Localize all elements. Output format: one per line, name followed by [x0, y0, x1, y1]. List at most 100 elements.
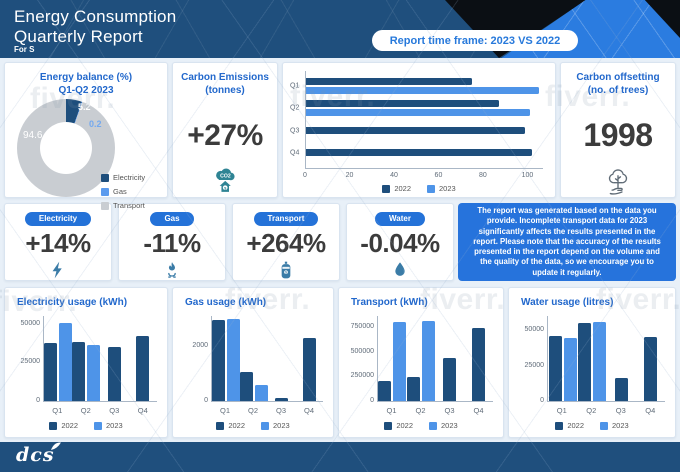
bar-group: [407, 316, 436, 401]
bar: [306, 100, 499, 108]
bar: [548, 335, 562, 401]
card-title-line2: (no. of trees): [587, 85, 649, 96]
report-subtitle: For S: [14, 45, 35, 54]
bar: [306, 87, 539, 95]
legend-swatch: [429, 421, 437, 430]
bar: [136, 336, 150, 401]
axis-tick: 0: [303, 172, 307, 179]
legend-label: 2022: [396, 421, 413, 430]
kpi-value: +14%: [25, 228, 91, 258]
legend-item: Electricity: [101, 173, 145, 182]
tree-hand-icon: [561, 166, 675, 198]
bar: [44, 343, 58, 401]
svg-text:$: $: [285, 271, 287, 275]
category-label: Q2: [290, 104, 300, 112]
lightning-icon: [48, 260, 68, 280]
donut-chart: [17, 99, 115, 197]
legend-item: 2023: [427, 184, 456, 193]
category-label: Q3: [275, 406, 286, 415]
electricity-usage-card: Electricity usage (kWh) 0 25000 50000 Q1 Q2…: [4, 287, 168, 438]
card-title: Energy balance (%) Q1-Q2 2023: [5, 63, 167, 97]
legend-item: 2023: [261, 421, 290, 430]
bars: [44, 316, 157, 401]
category-label: Q4: [645, 406, 656, 415]
axis-tick: 0: [204, 397, 208, 404]
transport-usage-card: Transport (kWh) 0 250000 500000 750000 Q1 Q2…: [338, 287, 504, 438]
bar-group: [268, 316, 296, 401]
flame-icon: [162, 260, 182, 280]
plot-area: 0 25000 50000: [525, 316, 665, 404]
axis-tick: 50000: [20, 319, 40, 327]
axis-tick: 80: [479, 172, 487, 179]
water-usage-card: Water usage (litres) 0 25000 50000 Q1 Q2 Q3 Q…: [508, 287, 676, 438]
legend-item: 2022: [49, 421, 78, 430]
energy-balance-card: Energy balance (%) Q1-Q2 2023 5.2 0.2 94…: [4, 62, 168, 210]
bar-group: [240, 316, 268, 401]
card-title-line2: Q1-Q2 2023: [58, 85, 114, 96]
bar: [302, 337, 316, 401]
page-title: Energy Consumption Quarterly Report: [14, 7, 176, 47]
legend-label: 2023: [273, 421, 290, 430]
chart-title: Electricity usage (kWh): [17, 297, 128, 308]
gas-usage-card: Gas usage (kWh) 0 2000 Q1 Q2 Q3 Q4 2022 2023: [172, 287, 334, 438]
legend-swatch: [101, 187, 109, 196]
bar: [227, 319, 240, 401]
kpi-value: -0.04%: [360, 228, 440, 258]
legend-label: Gas: [113, 187, 127, 196]
category-label: Q2: [586, 406, 597, 415]
axis-tick: 25000: [524, 361, 544, 369]
bar: [306, 127, 526, 135]
x-axis: 0 20 40 60 80 100: [303, 172, 543, 182]
legend-label: 2023: [106, 421, 123, 430]
co2-cloud-icon: CO2 $: [173, 167, 277, 197]
kpi-card-electricity: Electricity +14%: [4, 203, 112, 281]
x-axis-labels: Q1 Q2 Q3 Q4: [377, 406, 493, 415]
chart-legend: 2022 2023: [283, 184, 555, 193]
bar-group: [72, 316, 101, 401]
donut-value-transport: 94.6: [23, 130, 43, 141]
legend-swatch: [600, 421, 608, 430]
category-label: Q2: [247, 406, 258, 415]
category-label: Q4: [303, 406, 314, 415]
kpi-card-transport: Transport +264% $: [232, 203, 340, 281]
footer-bar: dcs: [0, 442, 680, 472]
bar-group: [636, 316, 665, 401]
legend-swatch: [216, 421, 225, 430]
chart-legend: 2022 2023: [509, 421, 675, 430]
bar-group: [607, 316, 636, 401]
legend-item: 2022: [382, 184, 411, 193]
bar-group: [548, 316, 577, 401]
category-label: Q3: [109, 406, 120, 415]
bar-group: Q2: [290, 97, 543, 119]
chart-legend: 2022 2023: [173, 421, 333, 430]
chart-title: Gas usage (kWh): [185, 297, 267, 308]
bar-group: [436, 316, 465, 401]
category-label: Q3: [615, 406, 626, 415]
legend-item: 2022: [216, 421, 245, 430]
axis-tick: 25000: [20, 358, 40, 366]
card-title: Carbon offsetting (no. of trees): [561, 63, 675, 97]
bar: [443, 357, 457, 401]
card-title-line1: Energy balance (%): [39, 72, 133, 83]
bars: [548, 316, 665, 401]
bar-group: [296, 316, 324, 401]
plot-area: 0 2000: [192, 316, 324, 404]
axis-tick: 0: [36, 397, 40, 404]
chart-title: Transport (kWh): [351, 297, 428, 308]
bar: [472, 327, 486, 401]
kpi-value: +264%: [246, 228, 326, 258]
kpi-label-pill: Water: [375, 212, 425, 226]
legend-swatch: [101, 201, 109, 210]
svg-text:CO2: CO2: [220, 174, 231, 180]
legend-swatch: [94, 421, 102, 430]
chart-legend: 2022 2023: [5, 421, 167, 430]
x-axis-labels: Q1 Q2 Q3 Q4: [211, 406, 323, 415]
logo-text: dcs: [16, 444, 55, 466]
axis-tick: 0: [370, 397, 374, 404]
legend-swatch: [101, 173, 109, 182]
plot-area: 0 250000 500000 750000: [351, 316, 493, 404]
timeframe-pill: Report time frame: 2023 VS 2022: [372, 30, 578, 51]
bar: [407, 377, 421, 401]
axis-tick: 250000: [350, 372, 374, 380]
